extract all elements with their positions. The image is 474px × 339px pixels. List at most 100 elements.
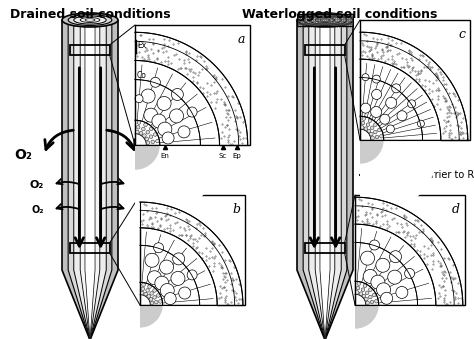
Circle shape xyxy=(154,243,164,253)
Circle shape xyxy=(386,125,394,133)
Circle shape xyxy=(371,136,374,140)
Circle shape xyxy=(160,260,173,274)
Circle shape xyxy=(145,137,148,141)
Circle shape xyxy=(386,97,397,108)
Circle shape xyxy=(145,253,159,267)
Polygon shape xyxy=(303,20,347,339)
Circle shape xyxy=(141,89,155,103)
Circle shape xyxy=(363,284,367,287)
Ellipse shape xyxy=(80,18,100,22)
Circle shape xyxy=(361,288,365,292)
Circle shape xyxy=(366,123,370,126)
Circle shape xyxy=(187,270,197,280)
Bar xyxy=(140,195,245,305)
Circle shape xyxy=(146,131,150,134)
Circle shape xyxy=(149,127,153,131)
Circle shape xyxy=(396,286,408,298)
Circle shape xyxy=(357,282,361,285)
Text: Drained soil conditions: Drained soil conditions xyxy=(9,8,170,21)
Circle shape xyxy=(143,134,146,137)
Circle shape xyxy=(140,291,144,295)
Circle shape xyxy=(356,291,359,294)
Text: Sc: Sc xyxy=(219,153,227,159)
Circle shape xyxy=(139,132,143,135)
Ellipse shape xyxy=(74,16,106,24)
Text: O₂: O₂ xyxy=(136,180,150,190)
Circle shape xyxy=(362,74,369,81)
Text: a: a xyxy=(237,33,245,46)
Circle shape xyxy=(392,84,401,93)
Circle shape xyxy=(144,108,158,122)
Circle shape xyxy=(154,133,157,136)
Text: Waterlogged soil conditions: Waterlogged soil conditions xyxy=(242,8,438,21)
Circle shape xyxy=(370,126,374,129)
Ellipse shape xyxy=(297,13,353,27)
Ellipse shape xyxy=(315,18,335,22)
Circle shape xyxy=(158,122,172,136)
Circle shape xyxy=(364,127,368,131)
Circle shape xyxy=(157,97,171,111)
Circle shape xyxy=(369,288,372,292)
Circle shape xyxy=(135,95,143,103)
Circle shape xyxy=(362,294,366,298)
Ellipse shape xyxy=(309,16,341,24)
Circle shape xyxy=(148,285,151,288)
Circle shape xyxy=(408,100,416,108)
Circle shape xyxy=(367,129,371,133)
Circle shape xyxy=(361,251,374,265)
Circle shape xyxy=(356,286,360,290)
Polygon shape xyxy=(85,20,95,339)
Circle shape xyxy=(374,299,378,303)
Bar xyxy=(71,243,109,253)
Bar xyxy=(360,20,470,140)
Circle shape xyxy=(187,107,197,117)
Wedge shape xyxy=(140,305,163,327)
Polygon shape xyxy=(68,20,112,339)
Circle shape xyxy=(153,296,156,299)
Circle shape xyxy=(405,268,415,278)
Circle shape xyxy=(374,130,377,134)
Circle shape xyxy=(418,120,424,127)
Circle shape xyxy=(373,293,376,297)
Text: O₂: O₂ xyxy=(146,148,164,162)
Circle shape xyxy=(150,301,154,305)
Circle shape xyxy=(153,288,156,292)
Ellipse shape xyxy=(320,19,330,21)
Bar xyxy=(71,45,109,55)
Circle shape xyxy=(390,251,401,263)
Circle shape xyxy=(380,114,390,124)
Polygon shape xyxy=(80,20,100,339)
Bar xyxy=(355,195,465,305)
Circle shape xyxy=(361,121,365,125)
Circle shape xyxy=(158,300,162,303)
Circle shape xyxy=(144,292,147,296)
Circle shape xyxy=(368,295,372,299)
Circle shape xyxy=(366,301,369,304)
Circle shape xyxy=(149,135,153,138)
Bar xyxy=(135,25,250,145)
Bar xyxy=(305,45,345,55)
Circle shape xyxy=(150,292,154,295)
Circle shape xyxy=(388,270,402,284)
Circle shape xyxy=(137,125,140,129)
Circle shape xyxy=(147,271,162,285)
Circle shape xyxy=(372,75,380,83)
Circle shape xyxy=(377,128,381,132)
Circle shape xyxy=(151,140,155,144)
Wedge shape xyxy=(135,145,219,230)
Circle shape xyxy=(370,240,380,250)
Circle shape xyxy=(179,287,191,299)
Polygon shape xyxy=(62,20,118,339)
Circle shape xyxy=(376,258,390,272)
Circle shape xyxy=(160,283,174,298)
Circle shape xyxy=(380,135,383,138)
Circle shape xyxy=(375,135,379,139)
Text: Ep: Ep xyxy=(233,153,241,159)
Circle shape xyxy=(178,126,190,138)
Polygon shape xyxy=(309,20,341,339)
Circle shape xyxy=(368,119,372,122)
Circle shape xyxy=(370,300,374,304)
Ellipse shape xyxy=(303,15,347,25)
Circle shape xyxy=(155,300,158,304)
Wedge shape xyxy=(355,305,379,329)
